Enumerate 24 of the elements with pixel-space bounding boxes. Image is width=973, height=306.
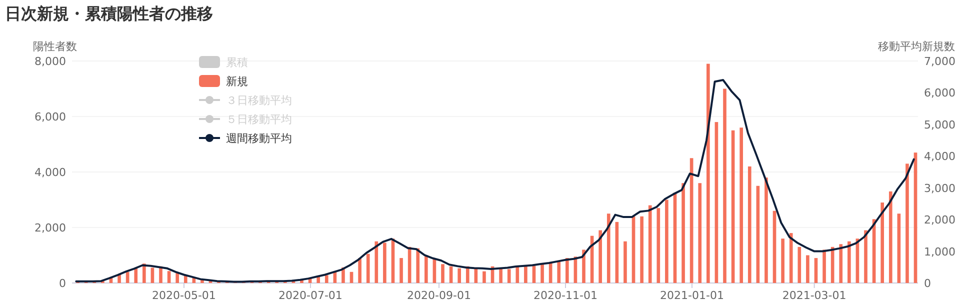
x-tick-label: 2020-07-01 [278, 289, 342, 302]
x-tick-label: 2021-01-01 [660, 289, 724, 302]
x-tick-label: 2020-09-01 [407, 289, 471, 302]
x-tick-label: 2020-11-01 [534, 289, 598, 302]
y2-tick-label: 5,000 [924, 118, 956, 132]
legend-label: 新規 [226, 75, 248, 88]
y2-axis-title: 移動平均新規数 [878, 40, 955, 53]
y-tick-label: 8,000 [34, 55, 66, 68]
y-tick-label: 6,000 [34, 110, 66, 124]
y2-tick-label: 6,000 [924, 86, 956, 100]
x-tick-label: 2021-03-01 [782, 289, 846, 302]
y-tick-label: 4,000 [34, 166, 66, 179]
y-axis-title: 陽性者数 [33, 40, 77, 53]
x-tick-label: 2020-05-01 [152, 289, 216, 302]
chart-title: 日次新規・累積陽性者の推移 [5, 4, 213, 23]
y-tick-label: 2,000 [34, 222, 66, 234]
y2-tick-label: 7,000 [924, 55, 956, 68]
legend-label: 週間移動平均 [226, 132, 292, 145]
y2-tick-label: 2,000 [924, 214, 956, 227]
y2-tick-label: 0 [924, 277, 931, 290]
y-tick-label: 0 [59, 277, 66, 290]
y2-tick-label: 4,000 [924, 150, 956, 164]
y2-tick-label: 3,000 [924, 182, 956, 195]
y2-tick-label: 1,000 [924, 245, 956, 258]
